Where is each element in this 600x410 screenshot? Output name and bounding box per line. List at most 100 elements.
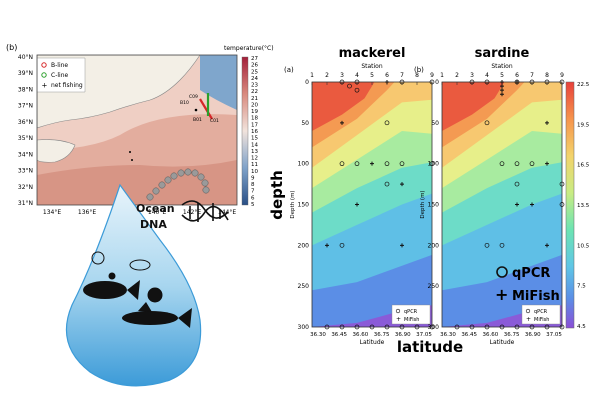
depth-tick: 250 (428, 283, 440, 290)
qpcr-point (384, 161, 390, 167)
chart-legend-qpcr-marker (525, 308, 531, 314)
dna-strand-icon (146, 168, 210, 201)
map-colorbar-tick: 8 (251, 182, 255, 188)
qpcr-point (347, 83, 352, 89)
mifish-point (515, 202, 519, 207)
qpcr-point (484, 324, 490, 330)
temperature-colorbar (241, 56, 249, 206)
qpcr-point (339, 324, 345, 330)
qpcr-point (429, 161, 435, 167)
mackerel-depth-chart: mackerel (a) Station 1 2 3 4 5 6 7 8 9 0 50 100 150 200 2… (284, 46, 435, 346)
chart-colorbar-tick: 13.5 (577, 203, 590, 209)
map-colorbar-tick: 17 (251, 122, 258, 128)
chart-legend-box (521, 304, 561, 325)
map-legend-marker (41, 62, 47, 68)
station-label: B01 (193, 117, 202, 123)
map-colorbar-tick: 23 (251, 83, 258, 89)
chart-legend-box (391, 304, 431, 325)
qpcr-point (454, 324, 460, 330)
chart-title: sardine (475, 46, 530, 61)
station-tick: 9 (560, 72, 564, 79)
latitude-tick: 36.90 (525, 332, 541, 338)
qpcr-point (469, 79, 475, 85)
map-colorbar-tick: 14 (251, 142, 258, 148)
map-colorbar-tick: 16 (251, 129, 258, 135)
chart-legend-label: MiFish (404, 317, 419, 323)
map-colorbar-tick: 25 (251, 69, 258, 75)
chart-colorbar-tick: 4.5 (577, 324, 586, 330)
depth-axis-label: Depth (m) (420, 190, 426, 218)
mifish-legend-label: MiFish (512, 289, 560, 304)
colorbar-title: temperature(°C) (224, 45, 274, 52)
qpcr-point (354, 87, 360, 93)
mifish-point (400, 243, 404, 248)
station-tick: 9 (430, 72, 434, 79)
map-legend-marker: + (42, 82, 48, 90)
map-colorbar-tick: 26 (251, 63, 258, 69)
map-panel: (b) C09 B01 B10 C01 B-line C-line+ net fis… (6, 43, 274, 216)
qpcr-point (369, 324, 375, 330)
latitude-tick: 36.30 (440, 332, 456, 338)
map-legend-label: net fishing (51, 82, 83, 89)
map-colorbar-tick: 19 (251, 109, 258, 115)
plankton-icon (91, 251, 163, 303)
chart-colorbar-gradient (565, 81, 575, 329)
map-lat-tick: 31°N (18, 200, 33, 207)
map-colorbar-tick: 13 (251, 149, 258, 155)
qpcr-point (544, 79, 550, 85)
net-fishing-point (194, 108, 198, 112)
mifish-point (355, 202, 359, 207)
net-fishing-point (131, 159, 133, 161)
fish-silhouette-icon (83, 280, 192, 328)
depth-tick: 250 (298, 283, 310, 290)
mifish-point (385, 80, 389, 84)
station-tick: 4 (485, 72, 489, 79)
map-lat-tick: 34°N (18, 151, 33, 158)
mifish-point (500, 80, 504, 84)
qpcr-marker-large (496, 266, 508, 278)
map-lat-tick: 40°N (18, 54, 33, 61)
station-tick: 2 (455, 72, 459, 79)
qpcr-point (414, 324, 420, 330)
depth-tick: 50 (301, 120, 309, 127)
map-colorbar-tick: 11 (251, 162, 258, 168)
map-colorbar-tick: 27 (251, 56, 258, 62)
map-frame (36, 54, 238, 206)
depth-band (442, 82, 505, 131)
mifish-point (500, 84, 504, 89)
map-lat-tick: 38°N (18, 86, 33, 93)
map-colorbar-tick: 10 (251, 169, 258, 175)
station-tick: 8 (415, 72, 419, 79)
latitude-tick: 37.05 (546, 332, 562, 338)
map-latitude-ticks: 40°N 39°N 38°N 37°N 36°N 35°N 34°N 33°N 32°N 31°N (18, 54, 33, 207)
depth-tick: 100 (298, 161, 310, 168)
map-lat-tick: 33°N (18, 168, 33, 175)
qpcr-point (354, 324, 360, 330)
map-legend-label: C-line (51, 72, 68, 79)
latitude-axis-label: Latitude (490, 339, 515, 346)
map-legend-box (37, 57, 86, 93)
depth-tick: 50 (431, 120, 439, 127)
chart-colorbar-tick: 7.5 (577, 284, 586, 290)
map-legend-label: B-line (51, 62, 68, 69)
qpcr-point (339, 242, 345, 248)
mifish-point (515, 80, 519, 84)
chart-panel-label: (a) (284, 66, 294, 74)
qpcr-point (529, 79, 535, 85)
qpcr-point (469, 324, 475, 330)
qpcr-point (399, 324, 405, 330)
chart-colorbar-tick: 16.5 (577, 163, 590, 169)
station-tick: 7 (530, 72, 534, 79)
station-tick: 3 (340, 72, 344, 79)
dna-helix-icon (181, 200, 229, 222)
latitude-axis-title: latitude (397, 338, 463, 356)
qpcr-point (339, 79, 345, 85)
qpcr-point (484, 79, 490, 85)
latitude-tick: 36.90 (395, 332, 411, 338)
chart-colorbar-ticks: 22.5 19.5 16.5 13.5 10.5 7.5 4.5 (577, 82, 590, 330)
station-tick: 1 (310, 72, 314, 79)
mifish-point (500, 92, 504, 97)
qpcr-legend-label: qPCR (512, 266, 550, 281)
